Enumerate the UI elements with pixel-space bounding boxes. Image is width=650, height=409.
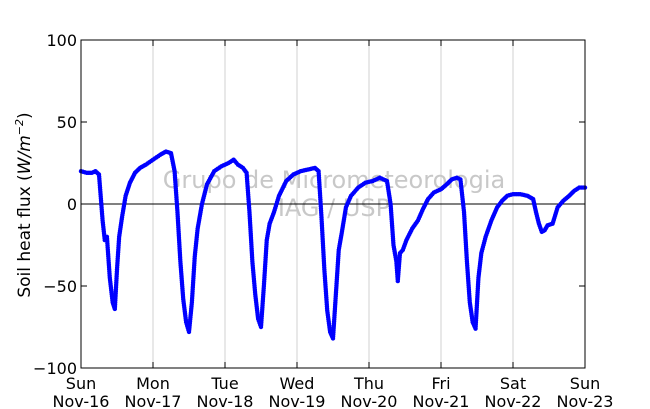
x-tick-label-date: Nov-23 (557, 392, 614, 409)
y-axis-label: Soil heat flux (W/m−2) (13, 112, 35, 297)
x-tick-label-day: Sun (570, 374, 600, 393)
x-tick-label-day: Fri (431, 374, 450, 393)
x-tick-label-date: Nov-17 (125, 392, 182, 409)
y-axis-ticks: −100 −50 0 50 100 (33, 31, 585, 378)
y-axis-label-main: Soil heat flux ( (15, 174, 35, 297)
y-tick-label: 50 (57, 113, 77, 132)
watermark-line-2: IAG / USP (278, 194, 390, 222)
x-tick-label-day: Wed (280, 374, 315, 393)
y-tick-label: 0 (67, 195, 77, 214)
y-axis-label-exponent: −2 (13, 119, 26, 135)
x-tick-label-day: Mon (136, 374, 170, 393)
y-tick-label: −100 (33, 359, 77, 378)
y-axis-label-close: ) (15, 112, 35, 119)
x-tick-label-date: Nov-18 (197, 392, 254, 409)
x-tick-label-day: Sat (500, 374, 526, 393)
data-points (78, 149, 588, 341)
x-axis-ticks: SunNov-16MonNov-17TueNov-18WedNov-19ThuN… (53, 40, 614, 409)
x-tick-label-date: Nov-19 (269, 392, 326, 409)
y-tick-label: −50 (43, 277, 77, 296)
y-axis-label-units: W/m (15, 135, 35, 174)
x-tick-label-date: Nov-16 (53, 392, 110, 409)
x-tick-label-date: Nov-22 (485, 392, 542, 409)
x-tick-label-day: Sun (66, 374, 96, 393)
x-tick-label-day: Tue (210, 374, 238, 393)
x-tick-label-date: Nov-20 (341, 392, 398, 409)
y-tick-label: 100 (46, 31, 77, 50)
x-tick-label-day: Thu (353, 374, 384, 393)
x-tick-label-date: Nov-21 (413, 392, 470, 409)
